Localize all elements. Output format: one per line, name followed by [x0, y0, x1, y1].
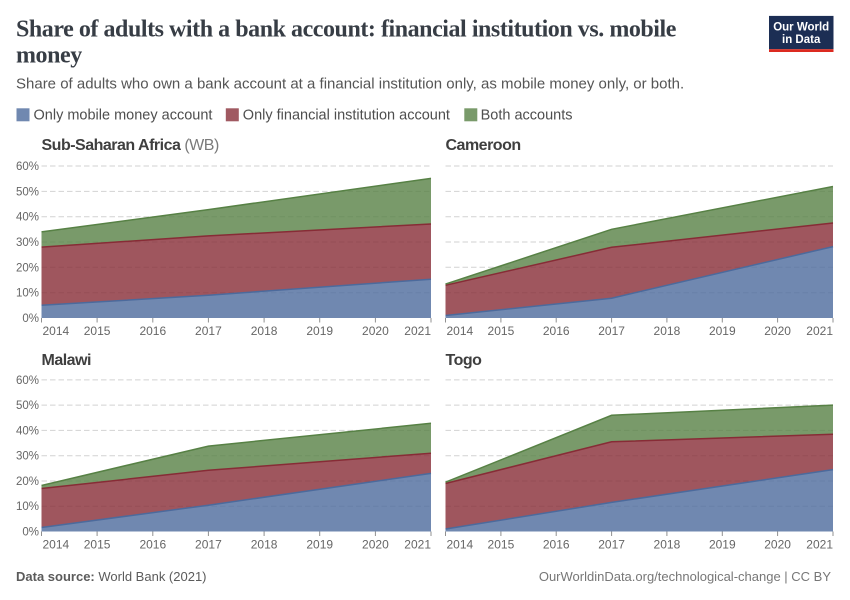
- svg-text:30%: 30%: [16, 237, 39, 249]
- svg-text:2020: 2020: [764, 537, 791, 551]
- svg-text:2017: 2017: [598, 324, 625, 338]
- svg-text:2019: 2019: [306, 324, 333, 338]
- svg-text:2016: 2016: [543, 537, 570, 551]
- svg-text:2019: 2019: [709, 537, 736, 551]
- svg-text:Togo: Togo: [446, 352, 483, 369]
- svg-text:10%: 10%: [16, 288, 39, 300]
- svg-text:2014: 2014: [43, 537, 70, 551]
- svg-text:money: money: [16, 42, 82, 68]
- svg-text:2015: 2015: [488, 537, 515, 551]
- svg-text:Only mobile money account: Only mobile money account: [34, 108, 213, 124]
- svg-text:2017: 2017: [598, 537, 625, 551]
- svg-text:Our World: Our World: [773, 22, 829, 34]
- svg-text:Cameroon: Cameroon: [446, 137, 521, 154]
- svg-text:2018: 2018: [654, 537, 681, 551]
- svg-text:2018: 2018: [251, 537, 278, 551]
- svg-text:2016: 2016: [543, 324, 570, 338]
- svg-text:2020: 2020: [362, 537, 389, 551]
- svg-text:OurWorldinData.org/technologic: OurWorldinData.org/technological-change …: [539, 569, 831, 584]
- svg-text:Share of adults with a bank ac: Share of adults with a bank account: fin…: [16, 16, 677, 42]
- svg-text:in Data: in Data: [782, 34, 821, 46]
- svg-text:10%: 10%: [16, 501, 39, 513]
- svg-text:40%: 40%: [16, 212, 39, 224]
- svg-text:20%: 20%: [16, 262, 39, 274]
- svg-text:30%: 30%: [16, 451, 39, 463]
- svg-text:2020: 2020: [764, 324, 791, 338]
- svg-text:40%: 40%: [16, 425, 39, 437]
- svg-text:Data source: World Bank (2021): Data source: World Bank (2021): [16, 569, 207, 584]
- svg-text:2018: 2018: [251, 324, 278, 338]
- svg-text:2016: 2016: [139, 537, 166, 551]
- svg-text:2021: 2021: [404, 324, 431, 338]
- svg-text:Sub-Saharan Africa (WB): Sub-Saharan Africa (WB): [42, 137, 219, 154]
- svg-text:2017: 2017: [195, 324, 222, 338]
- svg-text:2021: 2021: [806, 324, 833, 338]
- svg-text:2020: 2020: [362, 324, 389, 338]
- svg-text:50%: 50%: [16, 400, 39, 412]
- svg-text:0%: 0%: [22, 313, 39, 325]
- svg-text:2014: 2014: [447, 537, 474, 551]
- svg-text:2019: 2019: [709, 324, 736, 338]
- svg-text:2021: 2021: [404, 537, 431, 551]
- svg-text:50%: 50%: [16, 186, 39, 198]
- svg-text:Share of adults who own a bank: Share of adults who own a bank account a…: [16, 75, 684, 92]
- svg-text:2021: 2021: [806, 537, 833, 551]
- svg-text:2015: 2015: [84, 324, 111, 338]
- svg-text:Malawi: Malawi: [42, 352, 92, 369]
- svg-text:2018: 2018: [654, 324, 681, 338]
- svg-text:2015: 2015: [488, 324, 515, 338]
- svg-text:Both accounts: Both accounts: [481, 108, 573, 124]
- svg-text:2017: 2017: [195, 537, 222, 551]
- svg-text:20%: 20%: [16, 476, 39, 488]
- svg-text:60%: 60%: [16, 375, 39, 387]
- svg-text:0%: 0%: [22, 527, 39, 539]
- svg-text:2016: 2016: [139, 324, 166, 338]
- svg-text:Only financial institution acc: Only financial institution account: [243, 108, 450, 124]
- svg-text:2019: 2019: [306, 537, 333, 551]
- svg-text:2015: 2015: [84, 537, 111, 551]
- svg-text:60%: 60%: [16, 161, 39, 173]
- svg-text:2014: 2014: [43, 324, 70, 338]
- svg-text:2014: 2014: [447, 324, 474, 338]
